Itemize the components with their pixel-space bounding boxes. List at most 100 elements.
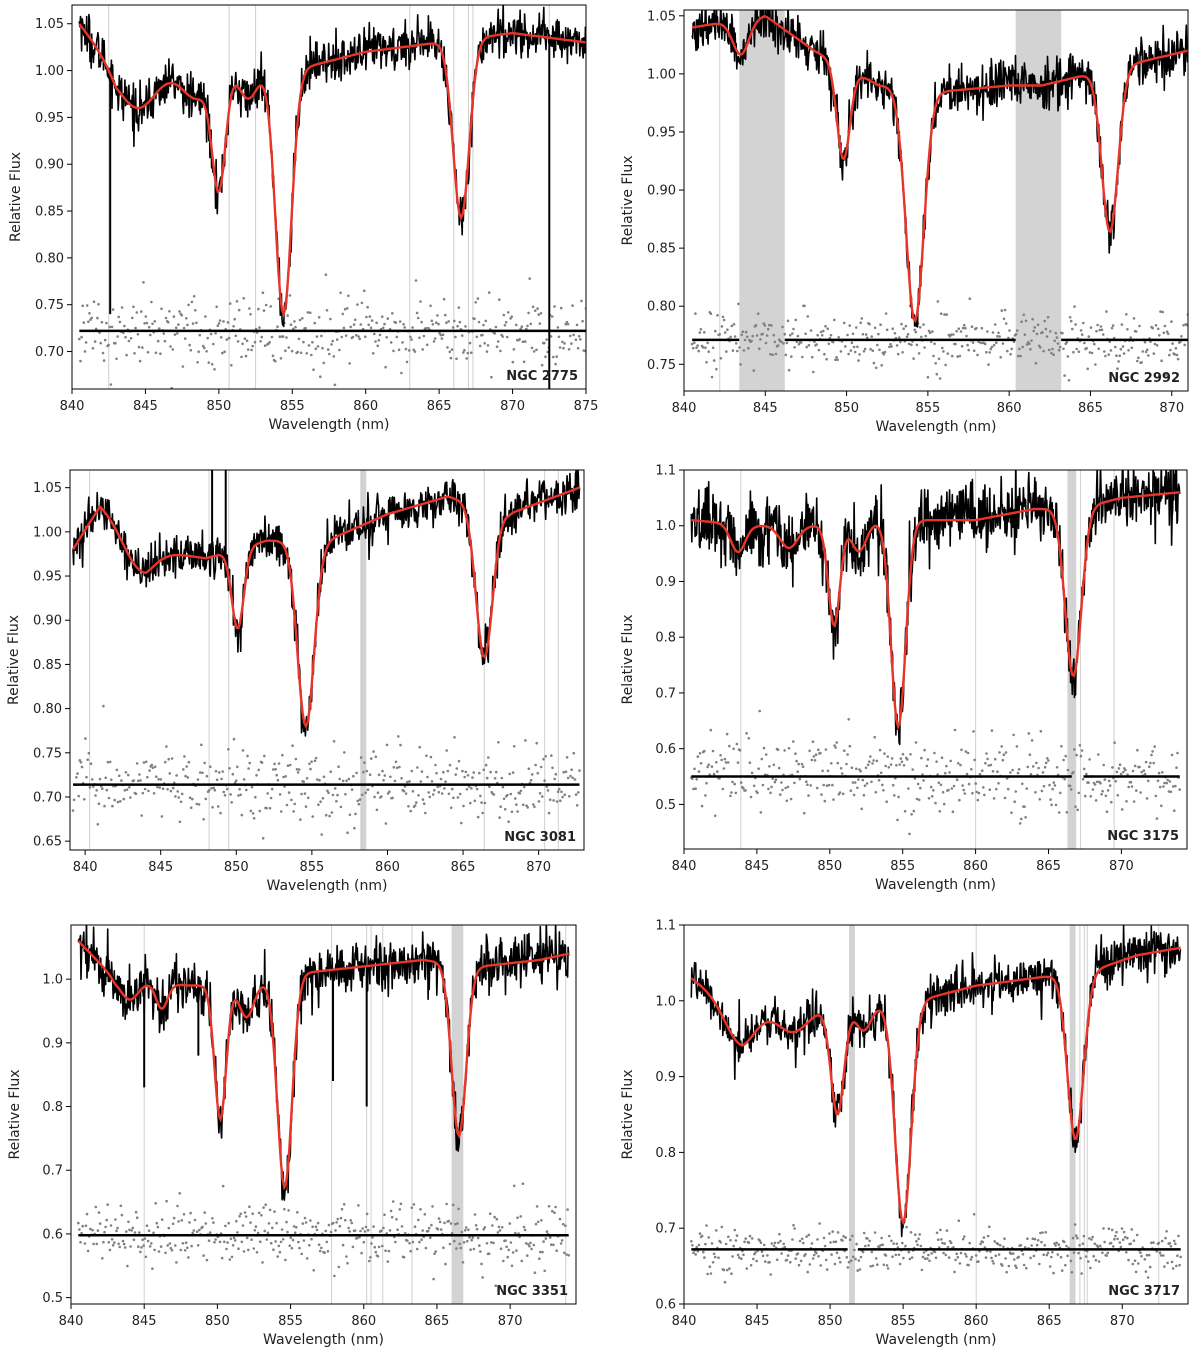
residual-point (180, 792, 184, 796)
residual-point (1023, 1246, 1027, 1249)
residual-point (1154, 794, 1158, 798)
residual-point (1087, 781, 1090, 784)
residual-point (521, 803, 525, 807)
residual-point (745, 335, 749, 339)
residual-point (836, 761, 840, 765)
residual-point (117, 774, 121, 778)
residual-point (950, 787, 954, 790)
residual-point (853, 781, 857, 784)
residual-point (913, 328, 916, 332)
residual-point (1109, 349, 1113, 352)
residual-point (902, 327, 905, 331)
residual-point (372, 750, 375, 753)
residual-point (197, 803, 201, 806)
residual-point (374, 755, 378, 759)
residual-point (262, 309, 266, 312)
residual-point (482, 323, 485, 327)
residual-point (535, 348, 538, 352)
residual-point (962, 788, 965, 792)
residual-point (258, 809, 262, 813)
residual-point (1007, 336, 1010, 340)
residual-point (1115, 1230, 1118, 1234)
residual-point (1084, 1255, 1088, 1258)
residual-point (1077, 791, 1081, 795)
residual-point (438, 1220, 442, 1224)
residual-point (728, 1267, 731, 1270)
residual-point (126, 1264, 129, 1268)
residual-point (917, 798, 921, 802)
residual-point (1052, 781, 1056, 784)
residual-point (181, 365, 185, 368)
residual-point (1117, 360, 1120, 363)
residual-point (128, 1228, 131, 1232)
residual-point (289, 1236, 293, 1240)
residual-point (226, 321, 230, 324)
residual-point (429, 1236, 432, 1240)
residual-point (805, 1235, 808, 1238)
residual-point (293, 802, 297, 806)
residual-point (1036, 1239, 1040, 1242)
residual-point (326, 789, 329, 793)
residual-point (275, 1221, 278, 1225)
residual-point (829, 333, 833, 337)
residual-point (119, 800, 122, 803)
residual-point (469, 1248, 472, 1251)
residual-point (1143, 340, 1147, 344)
residual-point (942, 350, 945, 353)
residual-point (439, 777, 443, 781)
residual-point (1113, 741, 1116, 744)
model-fit (691, 15, 1188, 324)
residual-point (893, 332, 897, 335)
residual-point (377, 339, 381, 342)
residual-point (982, 786, 985, 789)
residual-point (469, 801, 472, 805)
residual-point (218, 1240, 222, 1244)
residual-point (941, 790, 945, 794)
residual-point (440, 792, 444, 795)
plot-area (78, 5, 586, 389)
residual-point (964, 750, 968, 753)
residual-point (994, 1254, 998, 1257)
residual-point (461, 1261, 465, 1264)
residual-point (171, 1222, 175, 1226)
residual-point (268, 1208, 272, 1212)
residual-point (1088, 758, 1091, 761)
residual-point (198, 333, 202, 337)
residual-point (452, 796, 455, 800)
residual-point (217, 322, 221, 325)
residual-point (1160, 1239, 1164, 1243)
residual-point (894, 1253, 898, 1257)
residual-point (771, 777, 774, 780)
residual-point (1080, 1272, 1083, 1275)
residual-point (870, 335, 873, 338)
residual-point (186, 1246, 189, 1250)
residual-point (921, 773, 924, 776)
residual-point (1017, 1255, 1020, 1259)
residual-point (214, 331, 217, 335)
residual-point (328, 814, 331, 818)
residual-point (1145, 797, 1149, 800)
residual-point (500, 776, 504, 780)
residual-point (993, 1240, 996, 1243)
residual-point (376, 344, 380, 348)
x-tick-label: 840 (73, 860, 98, 875)
residual-point (881, 1243, 884, 1246)
residual-point (266, 792, 270, 795)
residual-point (170, 386, 173, 389)
residual-point (865, 782, 869, 785)
residual-point (1089, 795, 1092, 798)
residual-point (109, 1224, 113, 1227)
residual-point (1103, 1240, 1106, 1244)
residual-point (810, 355, 814, 359)
residual-point (882, 353, 886, 356)
residual-point (269, 796, 273, 800)
residual-point (1117, 767, 1121, 770)
residual-point (824, 1258, 828, 1262)
residual-point (169, 789, 173, 793)
residual-point (242, 778, 246, 781)
residual-point (420, 320, 423, 324)
y-tick-label: 0.75 (33, 746, 62, 761)
residual-point (989, 347, 993, 351)
residual-point (225, 787, 229, 791)
residual-point (772, 763, 776, 767)
